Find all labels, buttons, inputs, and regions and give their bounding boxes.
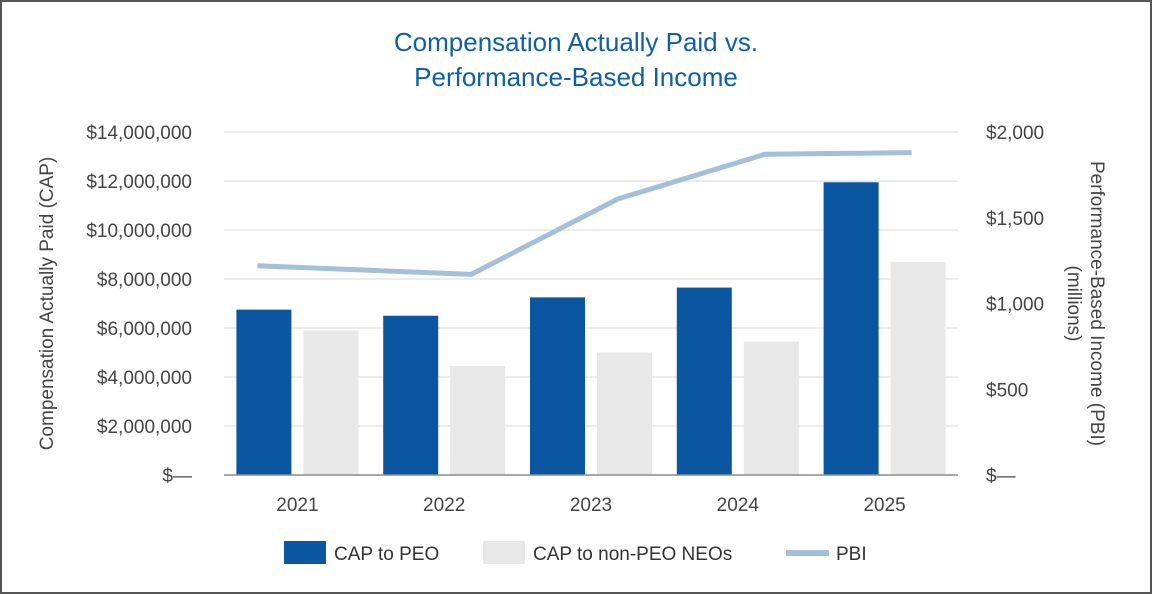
bar-cap-to-non-peo-neos [743,341,799,475]
y-tick-label: $— [162,466,192,487]
bar-cap-to-peo [530,297,585,475]
bar-cap-to-peo [823,182,879,475]
y-tick-label: $4,000,000 [97,368,192,389]
bar-cap-to-peo [383,315,439,475]
x-tick-label: 2023 [570,495,612,516]
legend-cap-to-peo-label: CAP to PEO [334,544,439,565]
y-axis-title: Compensation Actually Paid (CAP) [37,157,58,451]
chart-title-line: Performance-Based Income [414,62,738,92]
bar-cap-to-non-peo-neos [450,365,506,475]
legend-cap-to-peo-swatch [284,541,326,564]
legend-pbi-label: PBI [836,544,867,565]
y2-axis-title-line: (millions) [1063,266,1084,342]
y2-axis-title-line: Performance-Based Income (PBI) [1086,161,1107,446]
y-tick-label: $14,000,000 [86,123,192,144]
x-tick-label: 2022 [423,495,465,516]
x-tick-label: 2024 [717,495,760,516]
y-tick-label: $6,000,000 [97,319,192,340]
y-tick-label: $2,000,000 [97,417,192,438]
y2-tick-label: $500 [986,380,1028,401]
legend-cap-to-non-peo-neos-swatch [483,541,525,564]
bar-cap-to-non-peo-neos [597,352,652,475]
bar-cap-to-peo [676,287,732,475]
y-tick-label: $12,000,000 [86,172,192,193]
bar-cap-to-peo [236,309,292,475]
y-tick-label: $10,000,000 [86,221,192,242]
y2-tick-label: $1,000 [986,295,1044,316]
bar-cap-to-non-peo-neos [890,261,946,475]
legend-cap-to-non-peo-neos-label: CAP to non-PEO NEOs [533,544,732,565]
y-tick-label: $8,000,000 [97,270,192,291]
y2-tick-label: $— [986,466,1016,487]
chart-title-line: Compensation Actually Paid vs. [394,27,758,57]
x-tick-label: 2025 [863,495,905,516]
pbi-line [257,150,912,277]
y2-tick-label: $1,500 [986,209,1044,230]
y2-tick-label: $2,000 [986,123,1044,144]
x-tick-label: 2021 [276,495,318,516]
bar-cap-to-non-peo-neos [303,330,359,475]
